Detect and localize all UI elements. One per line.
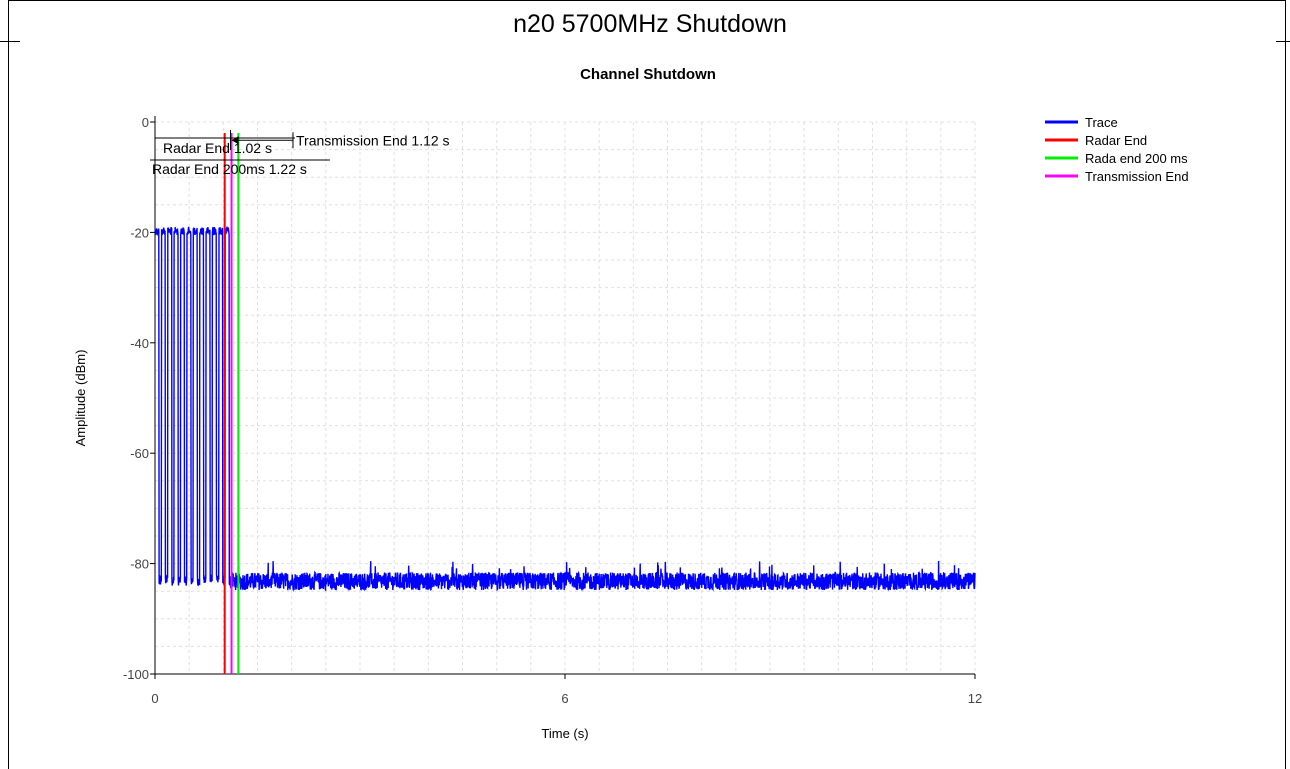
legend-item-label: Rada end 200 ms xyxy=(1085,151,1188,166)
marker-lines xyxy=(223,133,240,674)
y-tick-label: 0 xyxy=(142,115,149,130)
y-tick-label: -80 xyxy=(130,557,149,572)
x-tick-label: 12 xyxy=(968,691,982,706)
chart-legend: Trace Radar End Rada end 200 ms Transmissio… xyxy=(1045,115,1189,184)
plot-grid xyxy=(154,121,976,675)
x-tick-label: 0 xyxy=(151,691,158,706)
chart-title: Channel Shutdown xyxy=(580,66,716,83)
x-tick-label: 6 xyxy=(561,691,568,706)
y-axis-label: Amplitude (dBm) xyxy=(73,350,88,447)
y-tick-label: -40 xyxy=(130,336,149,351)
y-tick-label: -60 xyxy=(130,446,149,461)
annotation-radar-end-200ms: Radar End 200ms 1.22 s xyxy=(152,161,307,177)
legend-item-label: Transmission End xyxy=(1085,169,1189,184)
y-tick-label: -100 xyxy=(123,667,149,682)
annotations: Transmission End 1.12 s Radar End 1.02 s R… xyxy=(150,130,450,177)
frame-left-border xyxy=(8,0,9,769)
legend-item-label: Radar End xyxy=(1085,133,1147,148)
legend-item-label: Trace xyxy=(1085,115,1118,130)
frame-top-border xyxy=(8,0,1286,1)
y-tick-label: -20 xyxy=(130,225,149,240)
frame-left-tick xyxy=(0,41,20,42)
trace-series xyxy=(154,225,976,592)
x-axis-label: Time (s) xyxy=(541,726,588,741)
frame-right-tick xyxy=(1276,41,1290,42)
annotation-transmission-end: Transmission End 1.12 s xyxy=(296,132,450,148)
page-title: n20 5700MHz Shutdown xyxy=(513,10,787,38)
annotation-radar-end: Radar End 1.02 s xyxy=(163,140,272,156)
frame-right-border xyxy=(1285,0,1286,769)
trace-line xyxy=(154,225,976,592)
